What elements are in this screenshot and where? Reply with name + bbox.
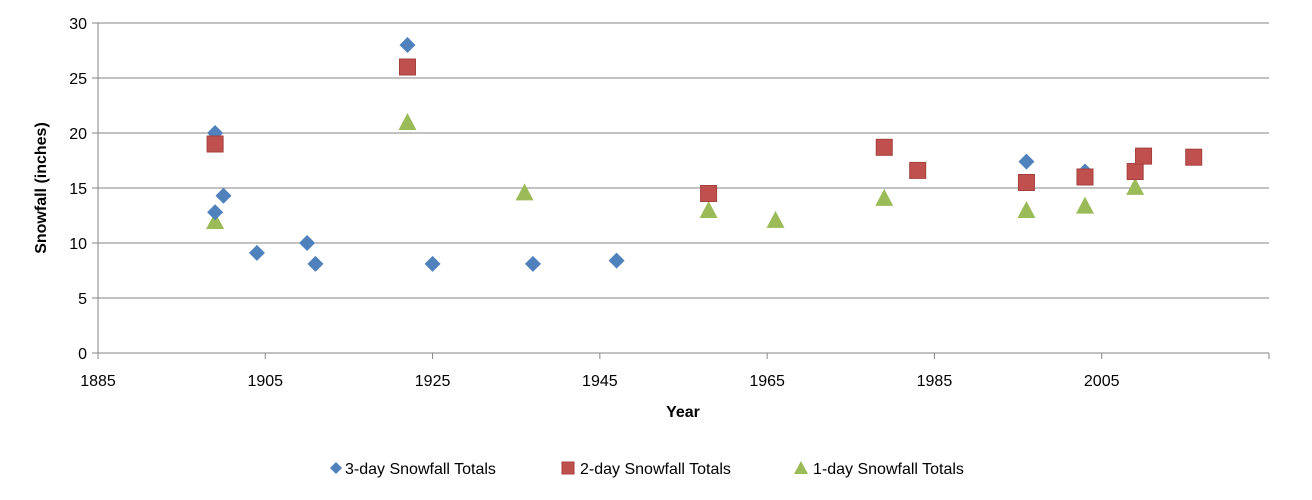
x-tick-label: 1925 (415, 373, 451, 390)
triangle-point (699, 201, 718, 218)
diamond-point (1018, 153, 1035, 170)
y-tick-label: 20 (69, 126, 87, 143)
triangle-point (1126, 177, 1145, 195)
y-tick-label: 0 (78, 346, 87, 363)
triangle-point (515, 183, 534, 201)
y-tick-label: 5 (78, 291, 87, 308)
diamond-point (608, 252, 625, 269)
diamond-point (248, 244, 265, 261)
x-tick-label: 1885 (80, 373, 116, 390)
y-tick-label: 25 (69, 71, 87, 88)
square-point (1135, 147, 1153, 165)
legend-label: 2-day Snowfall Totals (580, 461, 731, 478)
data-points (206, 37, 1203, 272)
x-tick-label: 1945 (582, 373, 618, 390)
legend-item: 1-day Snowfall Totals (794, 461, 964, 478)
square-point (875, 138, 893, 156)
y-tick-label: 10 (69, 236, 87, 253)
y-tick-label: 15 (69, 181, 87, 198)
legend-label: 1-day Snowfall Totals (813, 461, 964, 478)
x-axis-title: Year (666, 404, 700, 421)
legend-diamond-icon (330, 462, 342, 474)
gridlines (98, 22, 1269, 299)
square-point (1076, 168, 1094, 186)
square-point (1185, 148, 1203, 166)
diamond-point (207, 204, 224, 221)
y-tick-labels: 0 5 10 15 20 25 30 (69, 16, 87, 363)
x-tick-label: 1985 (917, 373, 953, 390)
y-axis-title: Snowfall (inches) (33, 122, 50, 254)
legend-square-icon (561, 461, 575, 475)
diamond-point (424, 255, 441, 272)
square-point (1017, 174, 1035, 191)
y-tick-label: 30 (69, 16, 87, 33)
triangle-point (1075, 196, 1094, 214)
square-point (700, 185, 718, 202)
diamond-point (399, 37, 416, 53)
x-tick-label: 2005 (1084, 373, 1120, 390)
square-point (1126, 163, 1144, 180)
legend: 3-day Snowfall Totals 2-day Snowfall Tota… (330, 461, 964, 478)
square-point (398, 58, 416, 76)
x-tick-labels: 1885 1905 1925 1945 1965 1985 2005 (80, 373, 1119, 390)
x-tick-label: 1965 (749, 373, 785, 390)
axes (92, 22, 1270, 359)
square-point (909, 161, 927, 179)
legend-label: 3-day Snowfall Totals (345, 461, 496, 478)
legend-item: 3-day Snowfall Totals (330, 461, 496, 478)
triangle-point (766, 210, 785, 228)
x-tick-label: 1905 (247, 373, 283, 390)
triangle-point (875, 188, 894, 206)
triangle-point (1017, 201, 1036, 218)
diamond-point (524, 255, 541, 272)
diamond-point (299, 235, 316, 251)
square-point (206, 135, 224, 153)
legend-triangle-icon (794, 461, 808, 474)
triangle-point (206, 212, 225, 229)
diamond-point (215, 187, 232, 204)
legend-item: 2-day Snowfall Totals (561, 461, 731, 478)
diamond-point (307, 255, 324, 272)
triangle-point (398, 113, 417, 130)
